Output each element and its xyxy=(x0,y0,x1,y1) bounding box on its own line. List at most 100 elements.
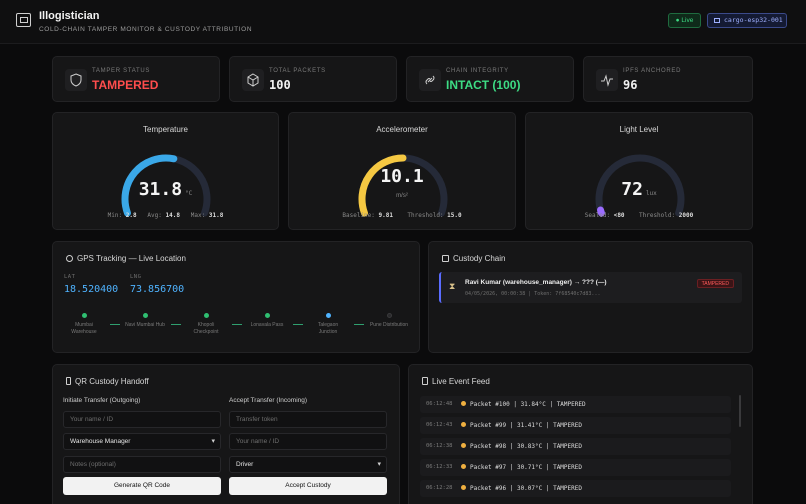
gps-title: GPS Tracking — Live Location xyxy=(66,254,186,263)
stat-max-value: 31.8 xyxy=(208,212,224,219)
lock-icon xyxy=(442,255,449,262)
app-title: Illogistician xyxy=(39,10,100,22)
feed-row[interactable]: 06:12:38 Packet #98 | 30.83°C | TAMPERED xyxy=(420,438,731,455)
lng-label: LNG xyxy=(130,274,142,280)
gauge-number: 72 xyxy=(621,179,643,200)
gauge-number: 31.8 xyxy=(138,179,183,200)
incoming-title: Accept Transfer (Incoming) xyxy=(229,397,308,404)
stat-label: TOTAL PACKETS xyxy=(269,68,326,74)
stat-avg-value: 14.8 xyxy=(165,212,180,219)
custody-entry[interactable]: ⧗ Ravi Kumar (warehouse_manager) → ??? (… xyxy=(439,272,742,303)
accept-custody-button[interactable]: Accept Custody xyxy=(229,477,387,495)
gauge-value: 31.8 °C xyxy=(53,179,278,200)
event-status-dot xyxy=(461,401,466,406)
feed-row[interactable]: 06:12:43 Packet #99 | 31.41°C | TAMPERED xyxy=(420,417,731,434)
stat-max-label: Max: xyxy=(190,212,206,219)
transfer-token-input[interactable]: Transfer token xyxy=(229,411,387,428)
stat-min-label: Min: xyxy=(107,212,123,219)
stat-card-total-packets: TOTAL PACKETS 100 xyxy=(229,56,397,102)
live-badge: ● Live xyxy=(668,13,701,28)
sealed-label: Sealed: xyxy=(584,212,611,219)
device-id: cargo-esp32-001 xyxy=(724,16,783,24)
route-connector xyxy=(110,324,120,325)
gauge-stats: Baseline: 9.81 Threshold: 15.0 xyxy=(289,212,515,219)
pulse-icon xyxy=(596,69,618,91)
gauge-unit: °C xyxy=(185,190,193,197)
accelerometer-gauge xyxy=(358,154,448,217)
gauge-title: Temperature xyxy=(143,125,188,134)
feed-title-text: Live Event Feed xyxy=(432,377,490,386)
gps-tracking-card: GPS Tracking — Live Location LAT 18.5204… xyxy=(52,241,420,353)
threshold-label: Threshold: xyxy=(407,212,444,219)
route-connector xyxy=(232,324,242,325)
threshold-label: Threshold: xyxy=(639,212,676,219)
incoming-role-select[interactable]: Driver xyxy=(229,456,387,473)
event-time: 06:12:48 xyxy=(426,401,453,407)
shield-icon xyxy=(65,69,87,91)
feed-row[interactable]: 06:12:33 Packet #97 | 30.71°C | TAMPERED xyxy=(420,459,731,476)
event-text: Packet #100 | 31.84°C | TAMPERED xyxy=(470,401,586,408)
event-status-dot xyxy=(461,443,466,448)
phone-icon xyxy=(66,377,71,385)
sealed-value: <80 xyxy=(613,212,625,219)
stat-card-chain-integrity: CHAIN INTEGRITY INTACT (100) xyxy=(406,56,574,102)
custody-chain-card: Custody Chain ⧗ Ravi Kumar (warehouse_ma… xyxy=(428,241,753,353)
lat-label: LAT xyxy=(64,274,76,280)
event-status-dot xyxy=(461,485,466,490)
accelerometer-gauge-card: Accelerometer 10.1 m/s² Baseline: 9.81 T… xyxy=(288,112,516,230)
gps-title-text: GPS Tracking — Live Location xyxy=(77,254,186,263)
stat-avg-label: Avg: xyxy=(147,212,162,219)
event-status-dot xyxy=(461,464,466,469)
stat-label: CHAIN INTEGRITY xyxy=(446,68,509,74)
event-status-dot xyxy=(461,422,466,427)
feed-row[interactable]: 06:12:48 Packet #100 | 31.84°C | TAMPERED xyxy=(420,396,731,413)
gauge-number: 10.1 xyxy=(380,166,424,187)
waypoint-label: Mumbai Warehouse xyxy=(71,322,97,335)
waypoint-label: Khopoli Checkpoint xyxy=(193,322,219,335)
stat-label: TAMPER STATUS xyxy=(92,68,151,74)
custody-title-text: Custody Chain xyxy=(453,254,506,263)
feed-scrollbar[interactable] xyxy=(739,395,741,427)
stat-card-ipfs-anchored: IPFS ANCHORED 96 xyxy=(583,56,753,102)
route-connector xyxy=(171,324,181,325)
route-connector xyxy=(293,324,303,325)
lat-value: 18.520400 xyxy=(64,284,119,295)
incoming-name-input[interactable]: Your name / ID xyxy=(229,433,387,450)
gauge-track xyxy=(595,154,685,217)
gauge-stats: Sealed: <80 Threshold: 2000 xyxy=(526,212,752,219)
event-text: Packet #98 | 30.83°C | TAMPERED xyxy=(470,443,582,450)
hourglass-icon: ⧗ xyxy=(449,281,456,291)
handoff-title: QR Custody Handoff xyxy=(66,377,149,386)
outgoing-role-select[interactable]: Warehouse Manager xyxy=(63,433,221,450)
gauge-title: Light Level xyxy=(619,125,659,134)
waypoint-dot xyxy=(387,313,392,318)
cube-icon xyxy=(242,69,264,91)
gauge-stats: Min: 2.8 Avg: 14.8 Max: 31.8 xyxy=(53,212,278,219)
gauge-unit: m/s² xyxy=(396,193,408,199)
threshold-value: 15.0 xyxy=(447,212,462,219)
monitor-icon xyxy=(714,18,720,23)
notes-input[interactable]: Notes (optional) xyxy=(63,456,221,473)
tampered-badge: TAMPERED xyxy=(696,279,734,288)
event-time: 06:12:43 xyxy=(426,422,453,428)
feed-title: Live Event Feed xyxy=(422,377,490,386)
gauge-unit: lux xyxy=(645,190,657,197)
waypoint-dot xyxy=(143,313,148,318)
outgoing-name-input[interactable]: Your name / ID xyxy=(63,411,221,428)
link-icon xyxy=(419,69,441,91)
gauge-fill xyxy=(358,154,407,217)
baseline-value: 9.81 xyxy=(378,212,393,219)
map-pin-icon xyxy=(66,255,73,262)
waypoint-label: Lonavala Pass xyxy=(250,322,284,328)
waypoint-label: Pune Distribution xyxy=(369,322,409,328)
waypoint-dot xyxy=(326,313,331,318)
live-event-feed-card: Live Event Feed 06:12:48 Packet #100 | 31… xyxy=(408,364,753,504)
outgoing-title: Initiate Transfer (Outgoing) xyxy=(63,397,141,404)
handoff-title-text: QR Custody Handoff xyxy=(75,377,149,386)
feed-row[interactable]: 06:12:28 Packet #96 | 30.07°C | TAMPERED xyxy=(420,480,731,497)
stat-value: TAMPERED xyxy=(92,78,159,92)
device-selector[interactable]: cargo-esp32-001 xyxy=(707,13,787,28)
event-time: 06:12:38 xyxy=(426,443,453,449)
waypoint-dot xyxy=(204,313,209,318)
generate-qr-button[interactable]: Generate QR Code xyxy=(63,477,221,495)
